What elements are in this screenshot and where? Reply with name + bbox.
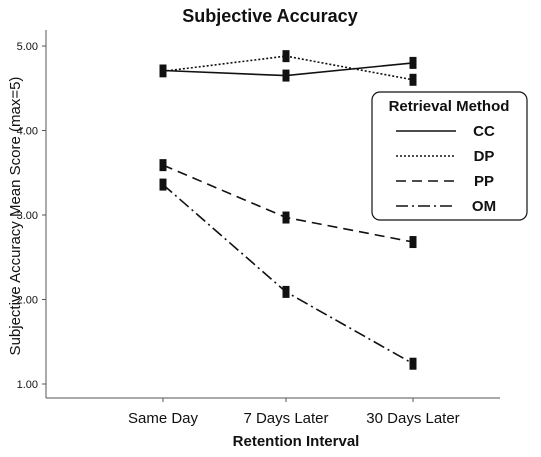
error-bar-om — [159, 178, 167, 191]
legend-label-dp: DP — [474, 148, 495, 165]
x-axis-label: Retention Interval — [233, 433, 360, 450]
series-group — [159, 50, 417, 370]
x-tick-label: Same Day — [128, 410, 199, 427]
error-bar-pp — [159, 159, 167, 172]
y-ticks: 1.00 2.00 3.00 4.00 5.00 — [17, 41, 46, 391]
x-ticks: Same Day 7 Days Later 30 Days Later — [128, 398, 460, 427]
y-axis-label: Subjective Accuracy Mean Score (max=5) — [7, 77, 24, 356]
x-tick-label: 30 Days Later — [366, 410, 459, 427]
error-bar-pp — [282, 211, 290, 224]
chart-title: Subjective Accuracy — [182, 6, 357, 26]
plot-area — [45, 30, 500, 399]
y-tick-label: 1.00 — [17, 379, 38, 391]
legend-label-cc: CC — [473, 123, 495, 140]
error-bar-cc — [282, 69, 290, 82]
error-bar-om — [409, 357, 417, 370]
legend: Retrieval Method CC DP PP OM — [371, 91, 528, 221]
y-tick-label: 5.00 — [17, 41, 38, 53]
y-tick-label: 4.00 — [17, 126, 38, 138]
error-bar-pp — [409, 236, 417, 249]
error-bar-dp — [159, 65, 167, 78]
y-tick-label: 2.00 — [17, 295, 38, 307]
legend-title: Retrieval Method — [389, 98, 510, 115]
legend-label-om: OM — [472, 198, 496, 215]
error-bar-dp — [282, 50, 290, 63]
series-line-dp — [162, 55, 414, 81]
error-bar-dp — [409, 73, 417, 86]
error-bar-om — [282, 285, 290, 298]
y-tick-label: 3.00 — [17, 210, 38, 222]
x-tick-label: 7 Days Later — [243, 410, 328, 427]
legend-label-pp: PP — [474, 173, 494, 190]
error-bar-cc — [409, 56, 417, 69]
